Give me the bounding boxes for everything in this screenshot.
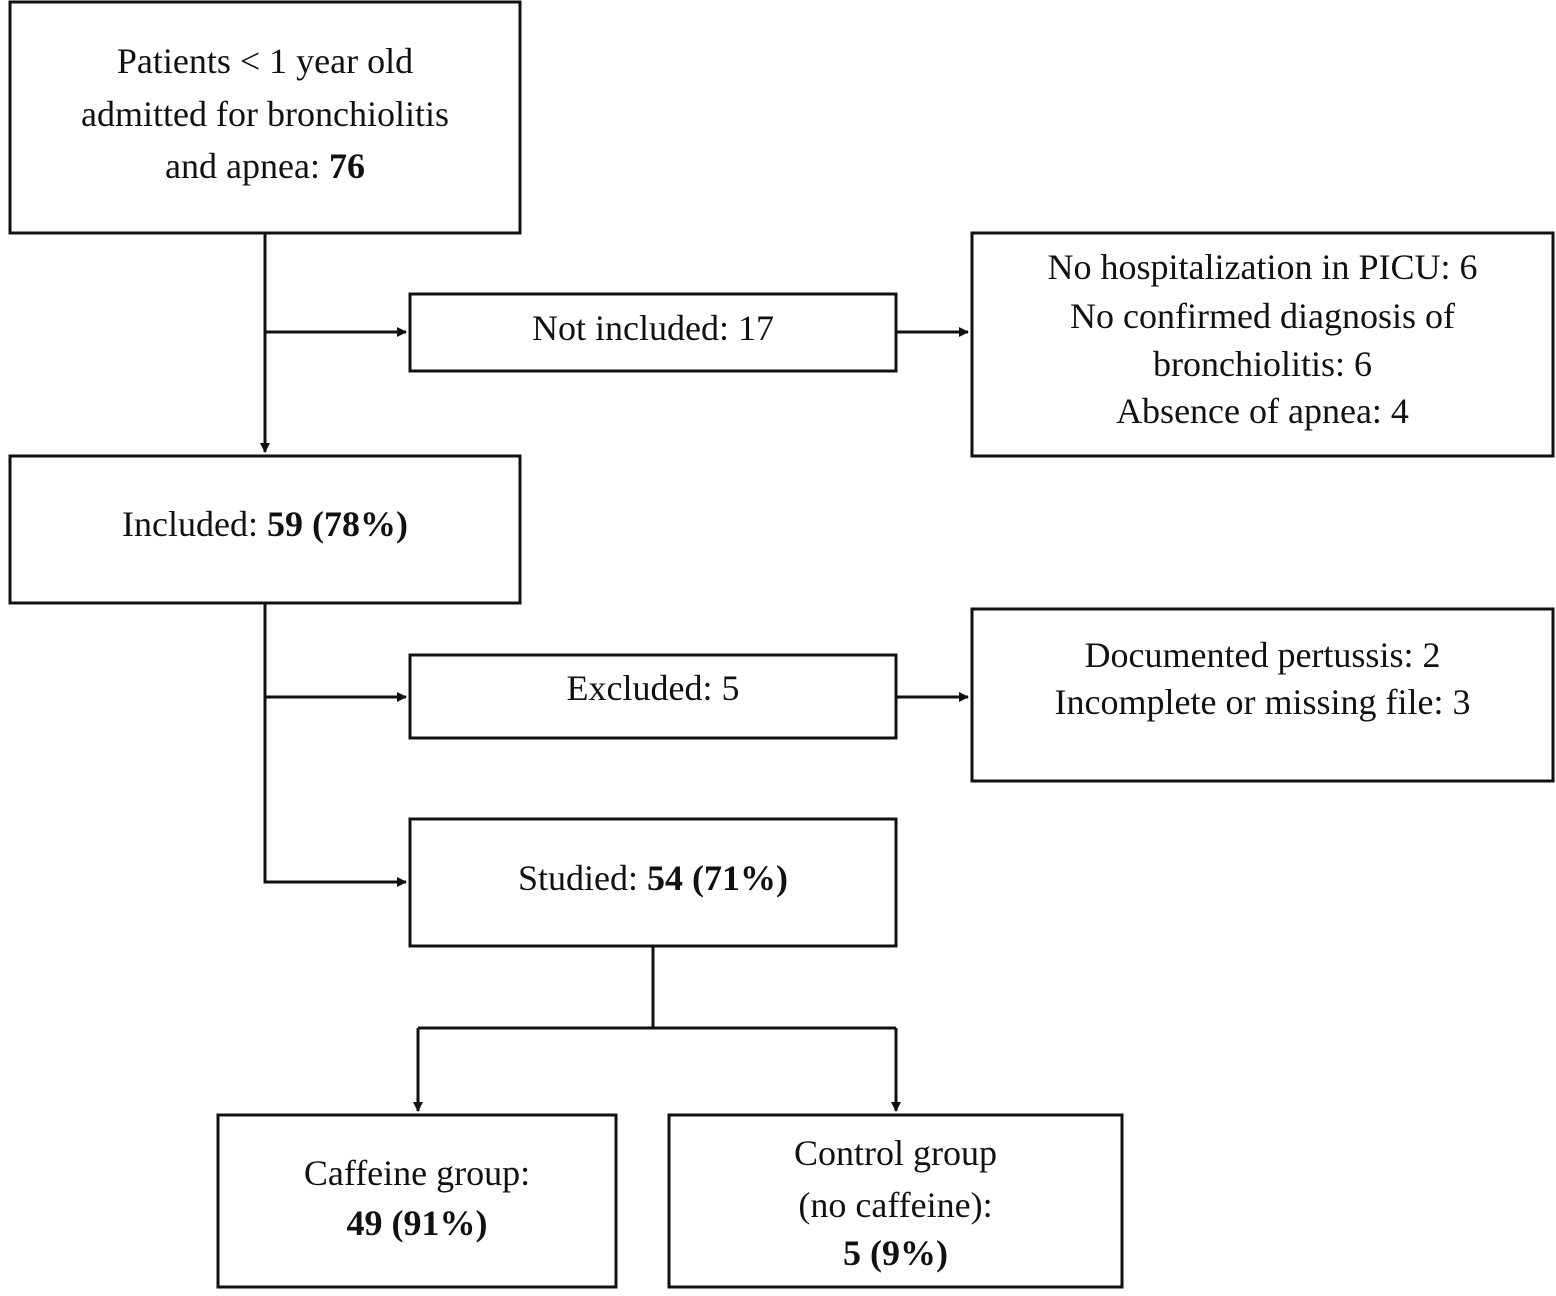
node-text: 5 (9%) — [843, 1233, 948, 1273]
text-part: Included: — [122, 504, 267, 544]
node-box — [408, 653, 898, 740]
node-text: Excluded: 5 — [567, 668, 740, 708]
text-part: (no caffeine): — [798, 1185, 992, 1225]
node-text: No confirmed diagnosis of — [1070, 296, 1455, 336]
node: Control group (no caffeine): 5 (9%) — [667, 1113, 1124, 1289]
node-box — [970, 231, 1555, 458]
text-part: and apnea: — [165, 146, 329, 186]
text-part: Control group — [794, 1133, 997, 1173]
node-text: Documented pertussis: 2 — [1085, 635, 1441, 675]
bold-part: 59 (78%) — [267, 504, 408, 544]
arrow — [263, 603, 407, 887]
text-part: bronchiolitis: 6 — [1153, 344, 1372, 384]
node-text: Included: 59 (78%) — [122, 504, 408, 544]
text-part: Caffeine group: — [304, 1153, 530, 1193]
node-text: admitted for bronchiolitis — [81, 94, 449, 134]
bold-part: 76 — [329, 146, 365, 186]
node-text: bronchiolitis: 6 — [1153, 344, 1372, 384]
node-box — [8, 454, 522, 605]
node-text: Not included: 17 — [532, 308, 774, 348]
text-part: Incomplete or missing file: 3 — [1055, 682, 1471, 722]
nodes: Patients < 1 year old admitted for bronch… — [8, 0, 1555, 1289]
node-text: Control group — [794, 1133, 997, 1173]
node-box — [970, 607, 1555, 783]
node-text: and apnea: 76 — [165, 146, 365, 186]
node: Caffeine group: 49 (91%) — [216, 1113, 618, 1289]
node: Documented pertussis: 2 Incomplete or mis… — [970, 607, 1555, 783]
text-part: Absence of apnea: 4 — [1116, 391, 1409, 431]
text-part: admitted for bronchiolitis — [81, 94, 449, 134]
text-part: No confirmed diagnosis of — [1070, 296, 1455, 336]
text-part: Studied: — [518, 858, 647, 898]
node-text: No hospitalization in PICU: 6 — [1048, 247, 1478, 287]
text-part: Patients < 1 year old — [117, 41, 413, 81]
node-box — [667, 1113, 1124, 1289]
node: Patients < 1 year old admitted for bronch… — [8, 0, 522, 235]
node-text: Incomplete or missing file: 3 — [1055, 682, 1471, 722]
text-part: No hospitalization in PICU: 6 — [1048, 247, 1478, 287]
node-box — [408, 817, 898, 948]
text-part: Documented pertussis: 2 — [1085, 635, 1441, 675]
bold-part: 54 (71%) — [647, 858, 788, 898]
node-text: Absence of apnea: 4 — [1116, 391, 1409, 431]
text-part: Excluded: 5 — [567, 668, 740, 708]
node-text: Studied: 54 (71%) — [518, 858, 788, 898]
node-box — [8, 0, 522, 235]
node-box — [408, 292, 898, 373]
node: Not included: 17 — [408, 292, 898, 373]
node: No hospitalization in PICU: 6 No confirme… — [970, 231, 1555, 458]
node-box — [216, 1113, 618, 1289]
node: Included: 59 (78%) — [8, 454, 522, 605]
node: Studied: 54 (71%) — [408, 817, 898, 948]
node-text: 49 (91%) — [347, 1203, 488, 1243]
text-part: Not included: 17 — [532, 308, 774, 348]
node-text: Caffeine group: — [304, 1153, 530, 1193]
node: Excluded: 5 — [408, 653, 898, 740]
bold-part: 5 (9%) — [843, 1233, 948, 1273]
node-text: (no caffeine): — [798, 1185, 992, 1225]
node-text: Patients < 1 year old — [117, 41, 413, 81]
bold-part: 49 (91%) — [347, 1203, 488, 1243]
connectors — [260, 233, 969, 1112]
